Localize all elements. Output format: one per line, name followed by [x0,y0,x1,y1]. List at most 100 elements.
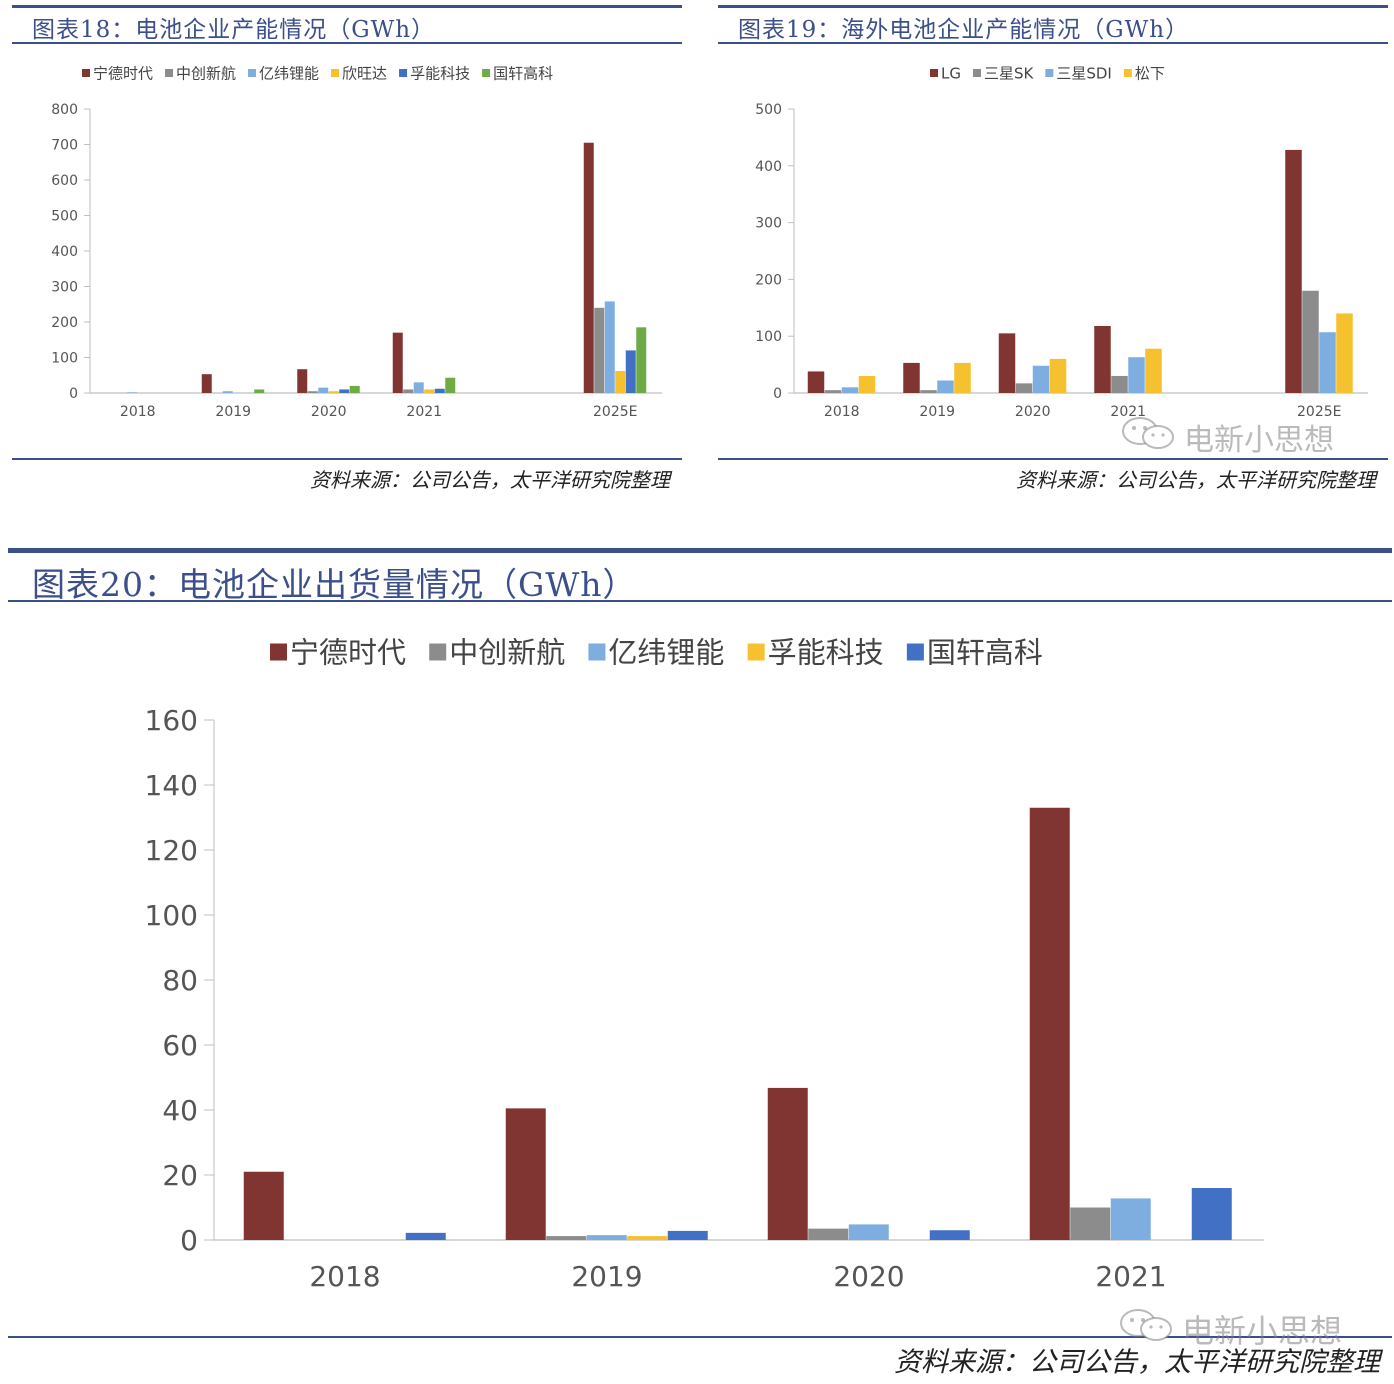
bar [1336,313,1353,393]
legend-swatch [972,69,981,77]
chart-fig18: 宁德时代 中创新航 亿纬锂能 欣旺达 孚能科技 国轩高科 0 100 200 300 400 500 6… [51,64,662,420]
watermark: 电新小思想 [1120,415,1334,459]
y-tick-label: 500 [51,209,78,225]
legend-item: LG [930,64,961,82]
source-note: 资料来源：公司公告，太平洋研究院整理 [310,468,670,492]
bar [998,333,1016,393]
y-tick-label: 700 [51,138,78,154]
legend-label: 亿纬锂能 [608,635,724,669]
bar [667,1230,708,1240]
bar [824,390,842,393]
title-underline [718,42,1388,44]
bar [1302,290,1319,393]
x-tick-label: 2018 [120,404,156,420]
bar [1070,1207,1111,1240]
x-tick-label: 2025E [1297,404,1341,420]
bar [1145,348,1162,393]
bar-group [297,369,360,393]
legend-swatch [82,69,90,77]
bar [807,371,825,393]
y-tick-label: 300 [51,280,78,296]
x-tick-label: 2021 [1095,1260,1166,1293]
legend-label: 中创新航 [449,635,565,669]
bar [604,301,615,393]
legend-item: 国轩高科 [906,635,1043,669]
legend-item: 国轩高科 [482,64,553,82]
bar-group [505,1108,708,1240]
legend-item: 欣旺达 [331,64,387,82]
bar [625,350,636,393]
bar [222,391,233,393]
legend-swatch [270,643,287,661]
bar-group [127,392,138,393]
legend-item: 中创新航 [165,64,236,82]
legend-label: 宁德时代 [290,635,406,669]
y-tick-label: 300 [755,216,782,232]
bar [627,1236,668,1240]
y-tick-label: 100 [51,351,78,367]
figure-title: 图表19：海外电池企业产能情况（GWh） [738,17,1190,43]
bar [636,327,647,393]
figure-18-panel: 图表18：电池企业产能情况（GWh） 宁德时代 中创新航 亿纬锂能 欣旺达 孚能科技 国轩… [12,0,682,500]
bar-group [767,1087,970,1240]
bar-group [903,362,971,393]
bar [583,142,594,393]
legend-label: 国轩高科 [493,64,553,82]
y-tick-label: 0 [180,1224,198,1257]
legend-label: LG [941,64,961,82]
y-tick-label: 60 [162,1029,198,1062]
bar [392,332,403,393]
bar [767,1087,808,1240]
bar [349,385,360,393]
y-tick-label: 100 [755,329,782,345]
legend-swatch [248,69,257,77]
bar-group [1285,149,1353,393]
y-tick-label: 0 [773,386,782,402]
x-tick-label: 2019 [919,404,955,420]
bar [1319,332,1336,393]
legend-item: 松下 [1123,64,1165,82]
legend-swatch [331,69,340,77]
bar [546,1236,587,1240]
bar [1285,149,1302,393]
legend-swatch [165,69,174,77]
bar [1032,365,1050,393]
x-tick-label: 2020 [1015,404,1051,420]
bar-group [998,333,1067,393]
source-note: 资料来源：公司公告，太平洋研究院整理 [1016,468,1376,492]
bar [808,1228,849,1240]
legend-item: 孚能科技 [399,64,470,82]
bar [424,389,435,393]
x-tick-label: 2021 [1110,404,1146,420]
legend-label: 三星SDI [1056,64,1112,82]
chart-fig19: LG 三星SK 三星SDI 松下 0 100 200 300 400 500 2018 2019 202… [755,64,1368,420]
x-tick-label: 2025E [593,404,637,420]
top-rule [12,5,682,8]
legend-swatch [482,69,491,77]
top-rule [8,548,1392,553]
bar [403,389,414,393]
bar [1111,375,1128,393]
bar [848,1224,889,1240]
y-tick-label: 120 [145,834,198,867]
y-tick-label: 200 [51,315,78,331]
legend-label: 孚能科技 [410,64,470,82]
legend: 宁德时代 中创新航 亿纬锂能 孚能科技 国轩高科 [270,635,1043,669]
bar [586,1235,627,1240]
bar [903,362,920,393]
bar [318,387,329,393]
legend-swatch [588,643,606,661]
legend-swatch [399,69,408,77]
y-tick-label: 0 [69,386,78,402]
x-tick-label: 2020 [833,1260,904,1293]
y-tick-label: 140 [145,769,198,802]
y-tick-label: 400 [51,244,78,260]
bar [445,377,456,393]
bar [954,362,971,393]
bar [243,1171,284,1240]
top-rule [718,5,1388,8]
y-tick-label: 800 [51,102,78,118]
bar [297,369,308,393]
watermark-text: 电新小思想 [1182,1312,1343,1350]
y-tick-label: 400 [755,159,782,175]
